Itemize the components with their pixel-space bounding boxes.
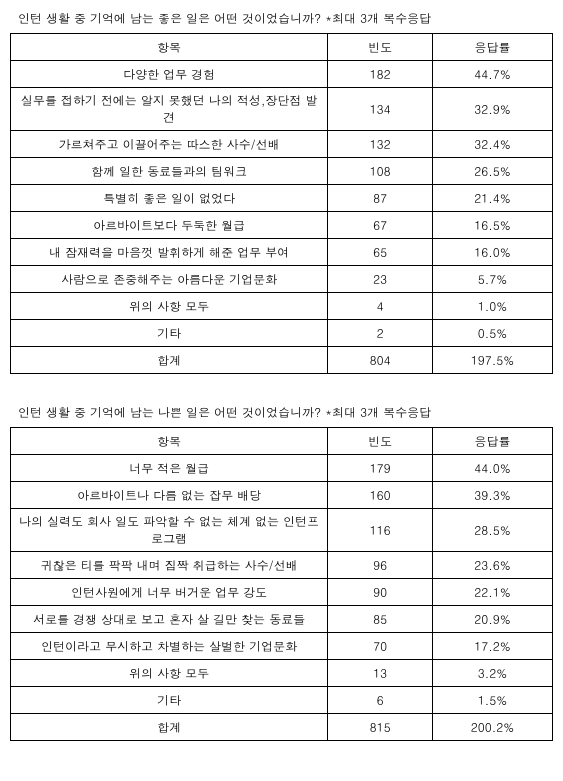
cell-item: 아르바이트나 다름 없는 잡무 배당 — [11, 482, 328, 509]
table-good-memories: 항목 빈도 응답률 다양한 업무 경험18244.7%실무를 접하기 전에는 알… — [10, 33, 553, 374]
cell-freq: 90 — [328, 579, 433, 606]
cell-freq: 116 — [328, 509, 433, 552]
table-row: 인턴사원에게 너무 버거운 업무 강도9022.1% — [11, 579, 553, 606]
cell-item: 합계 — [11, 347, 328, 374]
col-header-freq: 빈도 — [328, 428, 433, 455]
cell-freq: 804 — [328, 347, 433, 374]
cell-item: 귀찮은 티를 팍팍 내며 짐짝 취급하는 사수/선배 — [11, 552, 328, 579]
cell-freq: 87 — [328, 185, 433, 212]
cell-rate: 1.0% — [433, 293, 553, 320]
cell-freq: 132 — [328, 131, 433, 158]
cell-rate: 3.2% — [433, 660, 553, 687]
table-row: 실무를 접하기 전에는 알지 못했던 나의 적성,장단점 발견13432.9% — [11, 88, 553, 131]
cell-rate: 22.1% — [433, 579, 553, 606]
cell-freq: 96 — [328, 552, 433, 579]
table-row: 기타61.5% — [11, 687, 553, 714]
cell-rate: 17.2% — [433, 633, 553, 660]
col-header-item: 항목 — [11, 428, 328, 455]
cell-freq: 67 — [328, 212, 433, 239]
cell-freq: 85 — [328, 606, 433, 633]
table-row: 귀찮은 티를 팍팍 내며 짐짝 취급하는 사수/선배9623.6% — [11, 552, 553, 579]
section-title-1: 인턴 생활 중 기억에 남는 좋은 일은 어떤 것이었습니까? *최대 3개 복… — [10, 10, 553, 27]
cell-rate: 0.5% — [433, 320, 553, 347]
cell-item: 실무를 접하기 전에는 알지 못했던 나의 적성,장단점 발견 — [11, 88, 328, 131]
cell-item: 특별히 좋은 일이 없었다 — [11, 185, 328, 212]
cell-item: 인턴이라고 무시하고 차별하는 살벌한 기업문화 — [11, 633, 328, 660]
cell-item: 사람으로 존중해주는 아름다운 기업문화 — [11, 266, 328, 293]
table-row: 합계804197.5% — [11, 347, 553, 374]
table-row: 함께 일한 동료들과의 팀워크10826.5% — [11, 158, 553, 185]
table-row: 내 잠재력을 마음껏 발휘하게 해준 업무 부여6516.0% — [11, 239, 553, 266]
cell-rate: 39.3% — [433, 482, 553, 509]
cell-item: 서로를 경쟁 상대로 보고 혼자 살 길만 찾는 동료들 — [11, 606, 328, 633]
cell-freq: 2 — [328, 320, 433, 347]
cell-item: 아르바이트보다 두둑한 월급 — [11, 212, 328, 239]
cell-item: 위의 사항 모두 — [11, 660, 328, 687]
cell-rate: 20.9% — [433, 606, 553, 633]
cell-item: 가르쳐주고 이끌어주는 따스한 사수/선배 — [11, 131, 328, 158]
col-header-item: 항목 — [11, 34, 328, 61]
cell-rate: 16.5% — [433, 212, 553, 239]
table-row: 가르쳐주고 이끌어주는 따스한 사수/선배13232.4% — [11, 131, 553, 158]
cell-item: 너무 적은 월급 — [11, 455, 328, 482]
cell-rate: 197.5% — [433, 347, 553, 374]
col-header-rate: 응답률 — [433, 34, 553, 61]
cell-freq: 108 — [328, 158, 433, 185]
table-header-row: 항목 빈도 응답률 — [11, 428, 553, 455]
cell-item: 기타 — [11, 687, 328, 714]
cell-freq: 6 — [328, 687, 433, 714]
table-header-row: 항목 빈도 응답률 — [11, 34, 553, 61]
cell-freq: 65 — [328, 239, 433, 266]
cell-freq: 4 — [328, 293, 433, 320]
cell-freq: 160 — [328, 482, 433, 509]
cell-rate: 32.4% — [433, 131, 553, 158]
table-row: 합계815200.2% — [11, 714, 553, 741]
col-header-rate: 응답률 — [433, 428, 553, 455]
cell-rate: 44.7% — [433, 61, 553, 88]
cell-freq: 815 — [328, 714, 433, 741]
cell-rate: 23.6% — [433, 552, 553, 579]
table-row: 다양한 업무 경험18244.7% — [11, 61, 553, 88]
cell-freq: 179 — [328, 455, 433, 482]
cell-freq: 70 — [328, 633, 433, 660]
cell-item: 인턴사원에게 너무 버거운 업무 강도 — [11, 579, 328, 606]
cell-rate: 200.2% — [433, 714, 553, 741]
table-row: 서로를 경쟁 상대로 보고 혼자 살 길만 찾는 동료들8520.9% — [11, 606, 553, 633]
cell-item: 기타 — [11, 320, 328, 347]
cell-rate: 26.5% — [433, 158, 553, 185]
table-row: 인턴이라고 무시하고 차별하는 살벌한 기업문화7017.2% — [11, 633, 553, 660]
cell-rate: 5.7% — [433, 266, 553, 293]
table-bad-memories: 항목 빈도 응답률 너무 적은 월급17944.0%아르바이트나 다름 없는 잡… — [10, 427, 553, 741]
table-row: 아르바이트나 다름 없는 잡무 배당16039.3% — [11, 482, 553, 509]
cell-freq: 182 — [328, 61, 433, 88]
table-row: 나의 실력도 회사 일도 파악할 수 없는 체계 없는 인턴프로그램11628.… — [11, 509, 553, 552]
cell-item: 나의 실력도 회사 일도 파악할 수 없는 체계 없는 인턴프로그램 — [11, 509, 328, 552]
table-row: 위의 사항 모두133.2% — [11, 660, 553, 687]
cell-freq: 13 — [328, 660, 433, 687]
cell-freq: 23 — [328, 266, 433, 293]
cell-rate: 16.0% — [433, 239, 553, 266]
table-row: 사람으로 존중해주는 아름다운 기업문화235.7% — [11, 266, 553, 293]
cell-rate: 21.4% — [433, 185, 553, 212]
section-bad-memories: 인턴 생활 중 기억에 남는 나쁜 일은 어떤 것이었습니까? *최대 3개 복… — [10, 404, 553, 741]
table-row: 아르바이트보다 두둑한 월급6716.5% — [11, 212, 553, 239]
cell-rate: 32.9% — [433, 88, 553, 131]
cell-item: 다양한 업무 경험 — [11, 61, 328, 88]
section-good-memories: 인턴 생활 중 기억에 남는 좋은 일은 어떤 것이었습니까? *최대 3개 복… — [10, 10, 553, 374]
cell-freq: 134 — [328, 88, 433, 131]
table-row: 기타20.5% — [11, 320, 553, 347]
table-row: 특별히 좋은 일이 없었다8721.4% — [11, 185, 553, 212]
table-row: 너무 적은 월급17944.0% — [11, 455, 553, 482]
col-header-freq: 빈도 — [328, 34, 433, 61]
section-title-2: 인턴 생활 중 기억에 남는 나쁜 일은 어떤 것이었습니까? *최대 3개 복… — [10, 404, 553, 421]
cell-rate: 44.0% — [433, 455, 553, 482]
cell-item: 함께 일한 동료들과의 팀워크 — [11, 158, 328, 185]
cell-item: 내 잠재력을 마음껏 발휘하게 해준 업무 부여 — [11, 239, 328, 266]
table-row: 위의 사항 모두41.0% — [11, 293, 553, 320]
cell-rate: 28.5% — [433, 509, 553, 552]
cell-item: 합계 — [11, 714, 328, 741]
cell-item: 위의 사항 모두 — [11, 293, 328, 320]
cell-rate: 1.5% — [433, 687, 553, 714]
